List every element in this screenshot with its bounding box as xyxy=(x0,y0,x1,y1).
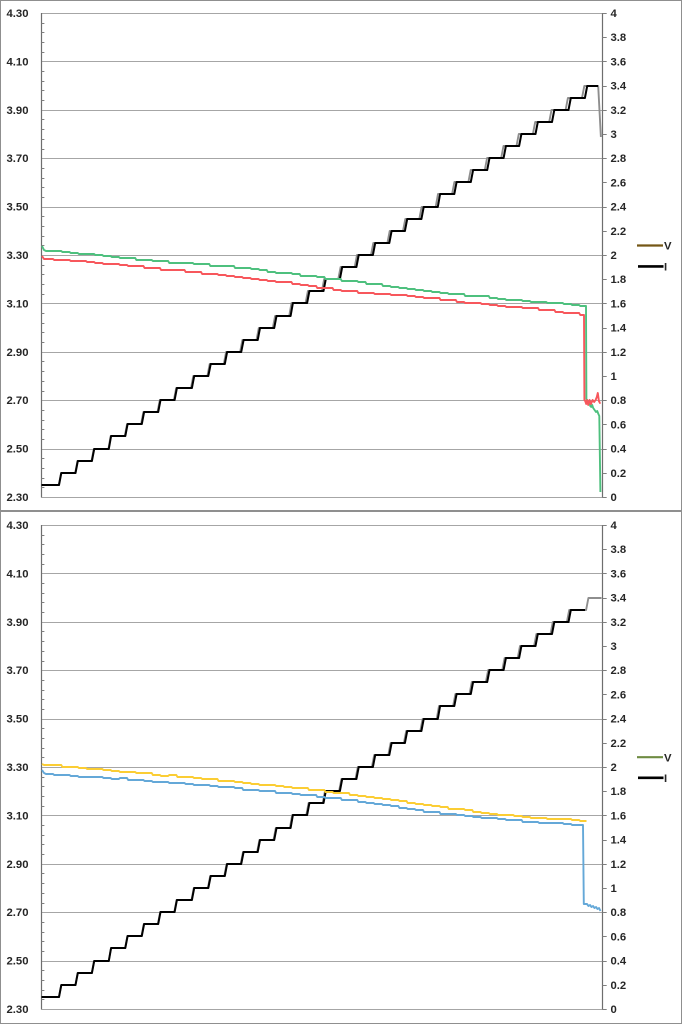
svg-text:I: I xyxy=(664,773,667,785)
svg-text:V: V xyxy=(664,241,672,253)
svg-text:3.90: 3.90 xyxy=(7,617,29,629)
svg-text:0.4: 0.4 xyxy=(611,956,627,968)
svg-text:3.30: 3.30 xyxy=(7,250,29,262)
svg-text:2.8: 2.8 xyxy=(611,665,627,677)
svg-text:1.8: 1.8 xyxy=(611,786,627,798)
svg-text:3.50: 3.50 xyxy=(7,202,29,214)
svg-text:4: 4 xyxy=(611,520,618,532)
svg-text:3.8: 3.8 xyxy=(611,544,627,556)
svg-text:0.6: 0.6 xyxy=(611,419,627,431)
svg-text:1.4: 1.4 xyxy=(611,835,627,847)
svg-text:3.90: 3.90 xyxy=(7,105,29,117)
svg-text:0.2: 0.2 xyxy=(611,980,627,992)
svg-text:1.4: 1.4 xyxy=(611,323,627,335)
svg-text:2.6: 2.6 xyxy=(611,689,627,701)
svg-text:1.8: 1.8 xyxy=(611,274,627,286)
svg-text:1.2: 1.2 xyxy=(611,347,627,359)
svg-text:2.2: 2.2 xyxy=(611,226,627,238)
svg-text:0.6: 0.6 xyxy=(611,931,627,943)
svg-text:3: 3 xyxy=(611,129,617,141)
svg-text:3.70: 3.70 xyxy=(7,153,29,165)
svg-text:2.4: 2.4 xyxy=(611,202,627,214)
svg-text:3.6: 3.6 xyxy=(611,568,627,580)
svg-text:2.6: 2.6 xyxy=(611,177,627,189)
svg-text:3.30: 3.30 xyxy=(7,762,29,774)
svg-text:2: 2 xyxy=(611,250,617,262)
svg-text:1.6: 1.6 xyxy=(611,810,627,822)
svg-text:3: 3 xyxy=(611,641,617,653)
svg-text:2.8: 2.8 xyxy=(611,153,627,165)
svg-text:2: 2 xyxy=(611,762,617,774)
svg-text:0: 0 xyxy=(611,1004,617,1016)
svg-text:2.70: 2.70 xyxy=(7,907,29,919)
svg-text:3.8: 3.8 xyxy=(611,32,627,44)
svg-text:1.2: 1.2 xyxy=(611,859,627,871)
svg-text:3.4: 3.4 xyxy=(611,593,627,605)
svg-text:1: 1 xyxy=(611,371,617,383)
svg-text:2.50: 2.50 xyxy=(7,956,29,968)
svg-text:3.50: 3.50 xyxy=(7,714,29,726)
svg-text:3.2: 3.2 xyxy=(611,105,627,117)
svg-text:0: 0 xyxy=(611,492,617,504)
svg-text:0.4: 0.4 xyxy=(611,444,627,456)
svg-text:2.70: 2.70 xyxy=(7,395,29,407)
svg-text:2.4: 2.4 xyxy=(611,714,627,726)
svg-text:V: V xyxy=(664,752,672,764)
svg-text:3.70: 3.70 xyxy=(7,665,29,677)
svg-text:3.10: 3.10 xyxy=(7,298,29,310)
svg-text:4.30: 4.30 xyxy=(7,8,29,20)
svg-text:3.6: 3.6 xyxy=(611,56,627,68)
svg-text:0.8: 0.8 xyxy=(611,907,627,919)
svg-text:2.30: 2.30 xyxy=(7,492,29,504)
svg-text:1.6: 1.6 xyxy=(611,298,627,310)
svg-text:2.2: 2.2 xyxy=(611,738,627,750)
svg-text:3.10: 3.10 xyxy=(7,810,29,822)
svg-text:2.30: 2.30 xyxy=(7,1004,29,1016)
svg-text:4.30: 4.30 xyxy=(7,520,29,532)
svg-text:2.90: 2.90 xyxy=(7,347,29,359)
svg-text:0.8: 0.8 xyxy=(611,395,627,407)
svg-text:1: 1 xyxy=(611,883,617,895)
svg-text:0.2: 0.2 xyxy=(611,468,627,480)
svg-text:2.90: 2.90 xyxy=(7,859,29,871)
svg-text:2.50: 2.50 xyxy=(7,444,29,456)
svg-text:I: I xyxy=(664,262,667,274)
svg-text:3.4: 3.4 xyxy=(611,81,627,93)
svg-text:4: 4 xyxy=(611,8,618,20)
svg-text:3.2: 3.2 xyxy=(611,617,627,629)
svg-text:4.10: 4.10 xyxy=(7,56,29,68)
svg-text:4.10: 4.10 xyxy=(7,568,29,580)
